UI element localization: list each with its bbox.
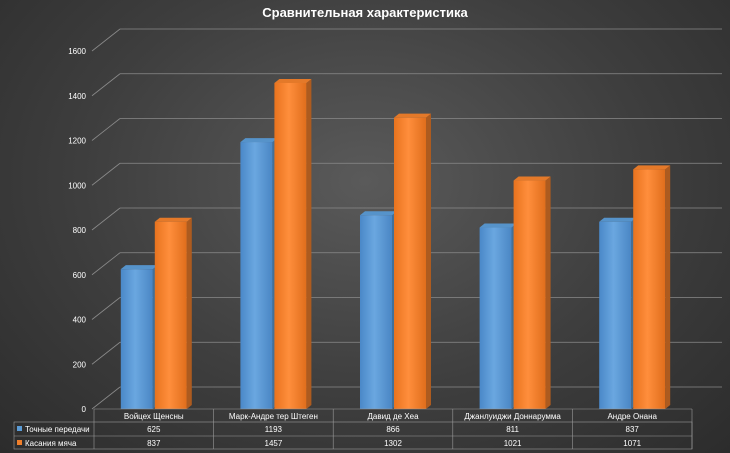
gridline-diagonal xyxy=(91,341,121,365)
y-tick-label: 1200 xyxy=(68,137,86,146)
gridline-diagonal xyxy=(91,28,121,52)
bar-passes xyxy=(120,265,158,409)
legend-label: Касания мяча xyxy=(25,439,77,448)
legend-label: Точные передачи xyxy=(25,425,90,434)
bar-touches xyxy=(274,78,312,409)
y-tick-label: 1000 xyxy=(68,181,86,190)
bar-touches xyxy=(513,176,551,409)
data-label: 1302 xyxy=(384,439,402,448)
y-tick-label: 0 xyxy=(82,405,87,414)
gridline-diagonal xyxy=(91,386,121,410)
data-table: Войцех Щенсны Марк-Андре тер Штеген Давид … xyxy=(13,408,693,450)
bar-passes xyxy=(360,211,397,409)
data-label: 837 xyxy=(626,425,640,434)
category-label: Андре Онана xyxy=(607,412,657,421)
gridline-diagonal xyxy=(91,252,121,276)
y-tick-label: 1600 xyxy=(68,47,86,56)
bar-passes xyxy=(599,217,637,409)
chart-title: Сравнительная характеристика xyxy=(262,5,468,20)
category-label: Давид де Хеа xyxy=(367,412,419,421)
gridline-diagonal xyxy=(91,162,121,186)
y-tick-label: 600 xyxy=(73,271,87,280)
legend-key xyxy=(17,426,22,431)
data-label: 811 xyxy=(506,425,519,434)
y-tick-label: 400 xyxy=(73,316,87,325)
data-label: 1071 xyxy=(623,439,641,448)
bar-passes xyxy=(479,223,517,409)
category-label: Марк-Андре тер Штеген xyxy=(229,412,318,421)
data-label: 1193 xyxy=(265,425,283,434)
legend-key xyxy=(17,440,22,445)
category-label: Джанлуиджи Доннарумма xyxy=(464,412,561,421)
data-label: 1021 xyxy=(504,439,522,448)
gridline-diagonal xyxy=(91,118,121,141)
bar-passes xyxy=(240,138,278,409)
data-label: 837 xyxy=(147,439,161,448)
gridline-diagonal xyxy=(91,207,121,231)
bar-touches xyxy=(154,217,192,409)
gridline-diagonal xyxy=(91,73,121,97)
data-label: 866 xyxy=(386,425,400,434)
y-tick-label: 200 xyxy=(73,360,87,369)
bar-touches xyxy=(394,113,431,410)
bars xyxy=(120,78,671,410)
y-tick-label: 1400 xyxy=(68,92,86,101)
data-label: 1457 xyxy=(265,439,283,448)
gridline-diagonal xyxy=(91,297,121,320)
y-tick-label: 800 xyxy=(73,226,87,235)
category-label: Войцех Щенсны xyxy=(124,412,184,421)
bar-touches xyxy=(633,165,671,409)
data-label: 625 xyxy=(147,425,161,434)
y-axis: 0 200 400 600 800 1000 1200 1400 1600 xyxy=(68,47,86,414)
